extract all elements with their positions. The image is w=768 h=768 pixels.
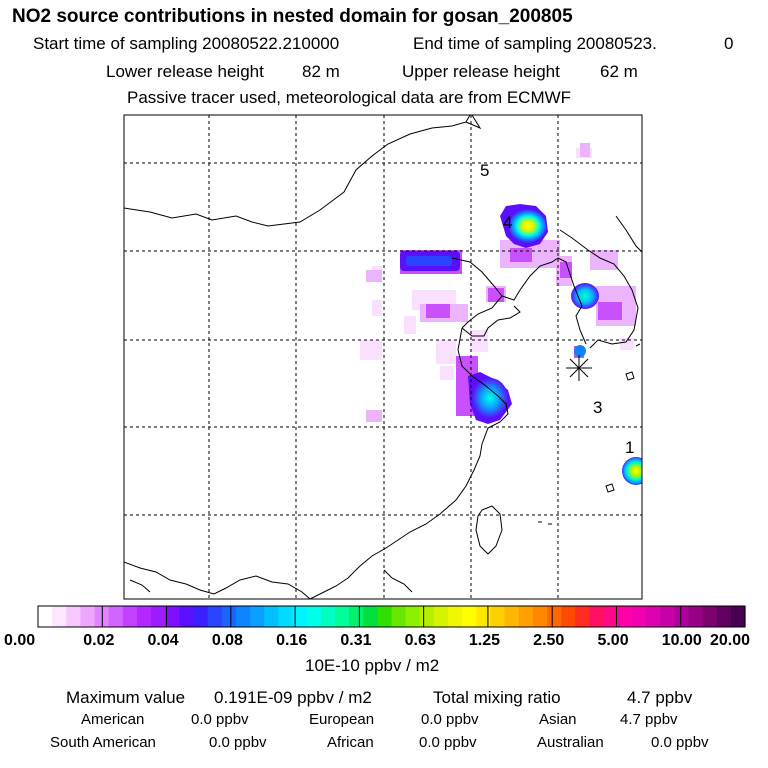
marker-label-5: 5: [480, 161, 489, 180]
coastlines: [124, 115, 642, 599]
colorbar-tick-label: 0.08: [211, 632, 243, 649]
plume-shanghai: [472, 378, 508, 418]
total-mixing-label: Total mixing ratio: [433, 688, 561, 707]
plume-beijing: [506, 209, 546, 243]
chart-title: NO2 source contributions in nested domai…: [12, 6, 573, 27]
colorbar-tick-label: 2.50: [533, 632, 565, 649]
colorbar-tick-label: 5.00: [597, 632, 629, 649]
max-value-label: Maximum value: [66, 688, 186, 707]
colorbar-tick-label: 0.63: [404, 632, 436, 649]
region-european-value: 0.0 ppbv: [421, 711, 479, 728]
region-australian-label: Australian: [537, 734, 604, 751]
total-mixing-value: 4.7 ppbv: [627, 688, 693, 707]
colorbar-tick-label: 0.02: [83, 632, 115, 649]
plume-light: [366, 143, 636, 422]
start-time: Start time of sampling 20080522.210000: [33, 34, 340, 53]
tracer-note: Passive tracer used, meteorological data…: [127, 88, 572, 107]
marker-label-1: 1: [625, 438, 634, 457]
colorbar-tick-label: 10.00: [661, 632, 702, 649]
region-australian-value: 0.0 ppbv: [651, 734, 709, 751]
marker-label-4: 4: [503, 213, 512, 232]
plume-japan: [622, 457, 642, 485]
end-time-suffix: 0: [724, 34, 734, 53]
region-american-label: American: [81, 711, 145, 728]
receptor-asterisk-icon: [566, 355, 592, 381]
region-african-value: 0.0 ppbv: [419, 734, 477, 751]
colorbar-tick-label: 0.31: [340, 632, 372, 649]
marker-label-3: 3: [593, 398, 602, 417]
colorbar-tick-label: 0.04: [147, 632, 179, 649]
map-grid: [124, 115, 642, 599]
region-european-label: European: [309, 711, 375, 728]
lower-release-label: Lower release height: [106, 62, 264, 81]
lower-release-value: 82 m: [302, 62, 340, 81]
map-frame: [123, 114, 643, 600]
max-value: 0.191E-09 ppbv / m2: [214, 688, 372, 707]
colorbar-tick-label: 0.16: [276, 632, 308, 649]
colorbar-tick-label: 0.00: [4, 632, 36, 649]
end-time: End time of sampling 20080523.: [413, 34, 657, 53]
region-south-american-value: 0.0 ppbv: [209, 734, 267, 751]
colorbar-tick-label: 1.25: [468, 632, 501, 649]
plume-band-core: [406, 256, 452, 266]
upper-release-value: 62 m: [600, 62, 638, 81]
region-african-label: African: [327, 734, 374, 751]
colorbar-tick-label: 20.00: [710, 632, 751, 649]
region-south-american-label: South American: [50, 734, 156, 751]
region-asian-value: 4.7 ppbv: [620, 711, 678, 728]
plume-near-receptor: [574, 345, 586, 357]
colorbar-units: 10E-10 ppbv / m2: [305, 656, 440, 675]
upper-release-label: Upper release height: [402, 62, 560, 81]
region-american-value: 0.0 ppbv: [191, 711, 249, 728]
plume-korea: [571, 283, 599, 309]
plume-medium: [400, 248, 622, 416]
region-asian-label: Asian: [539, 711, 577, 728]
